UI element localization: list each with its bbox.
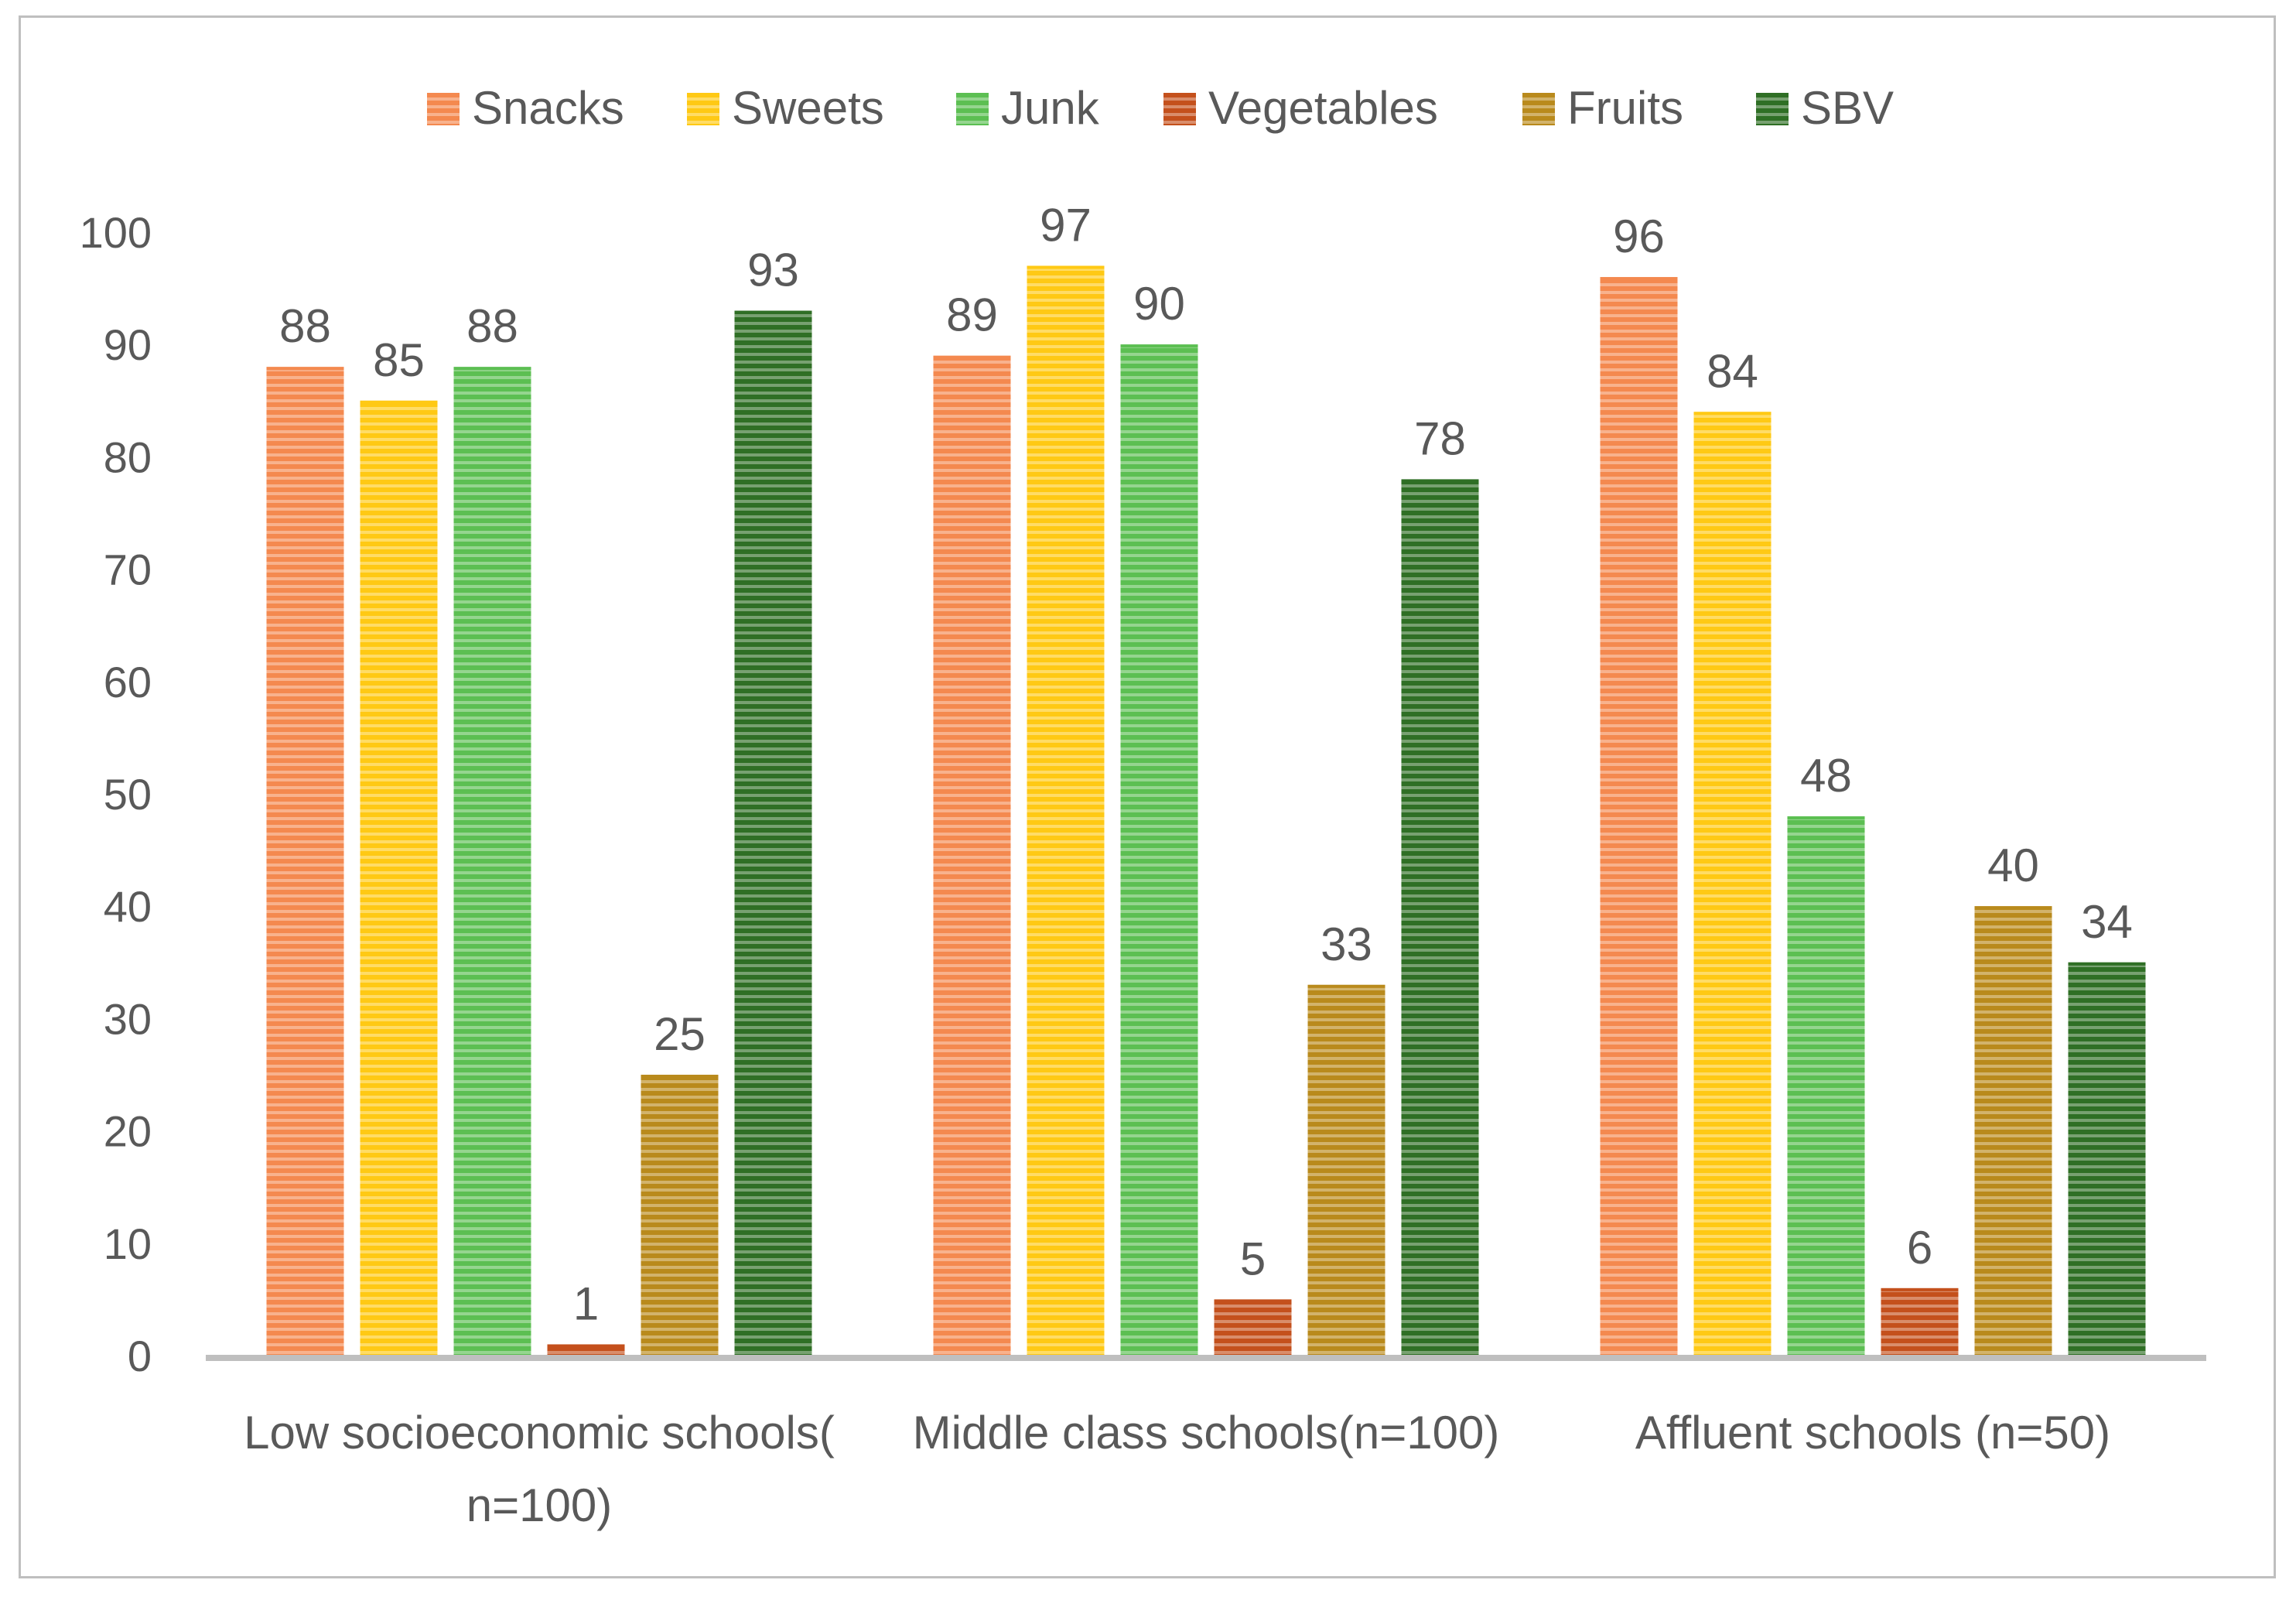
bar-cap bbox=[266, 367, 344, 371]
bar-sbv-2 bbox=[2068, 962, 2146, 1356]
data-label: 34 bbox=[2081, 896, 2133, 948]
y-tick-label: 20 bbox=[104, 1107, 152, 1156]
bar-cap bbox=[1401, 479, 1479, 483]
bar-vegetables-2 bbox=[1881, 1288, 1959, 1356]
bar-cap bbox=[360, 400, 438, 404]
bar-cap bbox=[1120, 344, 1198, 348]
legend-swatch bbox=[427, 93, 460, 125]
data-label: 40 bbox=[1987, 840, 2039, 891]
x-category-label: Middle class schools(n=100) bbox=[913, 1407, 1500, 1459]
bar-cap bbox=[734, 310, 812, 314]
bar-snacks-0 bbox=[266, 367, 344, 1356]
bar-sbv-0 bbox=[734, 310, 812, 1356]
legend-swatch bbox=[956, 93, 989, 125]
legend-label: Fruits bbox=[1567, 82, 1683, 134]
legend-item-vegetables: Vegetables bbox=[1163, 82, 1438, 134]
x-category-label: Affluent schools (n=50) bbox=[1635, 1407, 2110, 1459]
legend-item-sbv: SBV bbox=[1756, 82, 1894, 134]
legend: Snacks Sweets Junk Vegetables Fruits SBV bbox=[427, 82, 1894, 134]
legend-label: SBV bbox=[1801, 82, 1894, 134]
data-label: 93 bbox=[747, 245, 799, 296]
data-label: 84 bbox=[1707, 345, 1758, 397]
bar-cap bbox=[2068, 962, 2146, 966]
y-tick-label: 90 bbox=[104, 320, 152, 369]
legend-swatch bbox=[1756, 93, 1789, 125]
legend-label: Vegetables bbox=[1208, 82, 1438, 134]
legend-label: Junk bbox=[1001, 82, 1100, 134]
legend-item-sweets: Sweets bbox=[687, 82, 884, 134]
y-tick-label: 100 bbox=[80, 208, 152, 257]
bar-cap bbox=[1307, 984, 1385, 988]
legend-item-fruits: Fruits bbox=[1522, 82, 1683, 134]
y-tick-label: 80 bbox=[104, 433, 152, 481]
data-label: 1 bbox=[573, 1277, 599, 1329]
legend-label: Sweets bbox=[732, 82, 884, 134]
data-label: 33 bbox=[1321, 918, 1372, 970]
bar-cap bbox=[1787, 816, 1865, 820]
bar-cap bbox=[1600, 277, 1678, 281]
bar-fruits-2 bbox=[1974, 906, 2052, 1356]
bar-cap bbox=[1881, 1288, 1959, 1291]
legend-swatch bbox=[1163, 93, 1196, 125]
data-label: 97 bbox=[1040, 200, 1092, 251]
data-labels: 88 85 88 1 25 93 89 97 90 5 33 78 96 84 48 6 40 34 bbox=[279, 200, 2133, 1330]
y-tick-label: 40 bbox=[104, 882, 152, 931]
bar-cap bbox=[1693, 412, 1772, 415]
y-tick-label: 0 bbox=[128, 1332, 152, 1380]
bar-sweets-1 bbox=[1027, 265, 1105, 1356]
y-tick-label: 70 bbox=[104, 545, 152, 594]
bar-junk-1 bbox=[1120, 344, 1198, 1356]
legend-swatch bbox=[1522, 93, 1555, 125]
y-tick-label: 30 bbox=[104, 994, 152, 1043]
x-category-label-line2: n=100) bbox=[466, 1479, 613, 1531]
bar-sweets-0 bbox=[360, 400, 438, 1356]
legend-item-junk: Junk bbox=[956, 82, 1100, 134]
data-label: 78 bbox=[1414, 412, 1466, 464]
bar-fruits-1 bbox=[1307, 984, 1385, 1356]
bar-sweets-2 bbox=[1693, 412, 1772, 1356]
data-label: 90 bbox=[1133, 278, 1185, 330]
x-axis: Low socioeconomic schools( n=100) Middle c… bbox=[206, 1355, 2206, 1531]
bar-snacks-2 bbox=[1600, 277, 1678, 1356]
legend-swatch bbox=[687, 93, 719, 125]
bar-junk-0 bbox=[453, 367, 531, 1356]
data-label: 6 bbox=[1907, 1222, 1932, 1274]
data-label: 85 bbox=[373, 334, 425, 386]
y-tick-label: 60 bbox=[104, 658, 152, 706]
legend-item-snacks: Snacks bbox=[427, 82, 624, 134]
data-label: 5 bbox=[1240, 1233, 1266, 1284]
bar-cap bbox=[1214, 1299, 1292, 1303]
bar-cap bbox=[1027, 265, 1105, 269]
bars bbox=[266, 265, 2146, 1356]
data-label: 48 bbox=[1800, 750, 1852, 802]
x-category-label: Low socioeconomic schools( bbox=[244, 1407, 835, 1459]
bar-cap bbox=[453, 367, 531, 371]
bar-cap bbox=[547, 1344, 625, 1348]
bar-cap bbox=[641, 1075, 719, 1078]
legend-label: Snacks bbox=[472, 82, 624, 134]
data-label: 88 bbox=[466, 300, 518, 352]
data-label: 96 bbox=[1613, 210, 1665, 262]
bar-junk-2 bbox=[1787, 816, 1865, 1356]
bar-vegetables-1 bbox=[1214, 1299, 1292, 1356]
bar-fruits-0 bbox=[641, 1075, 719, 1356]
y-tick-label: 50 bbox=[104, 770, 152, 819]
data-label: 25 bbox=[654, 1008, 706, 1060]
y-tick-label: 10 bbox=[104, 1219, 152, 1268]
data-label: 89 bbox=[946, 289, 998, 341]
y-axis: 0 10 20 30 40 50 60 70 80 90 100 bbox=[80, 208, 152, 1380]
data-label: 88 bbox=[279, 300, 331, 352]
bar-sbv-1 bbox=[1401, 479, 1479, 1356]
bar-cap bbox=[1974, 906, 2052, 910]
bar-cap bbox=[933, 355, 1011, 359]
bar-snacks-1 bbox=[933, 355, 1011, 1356]
